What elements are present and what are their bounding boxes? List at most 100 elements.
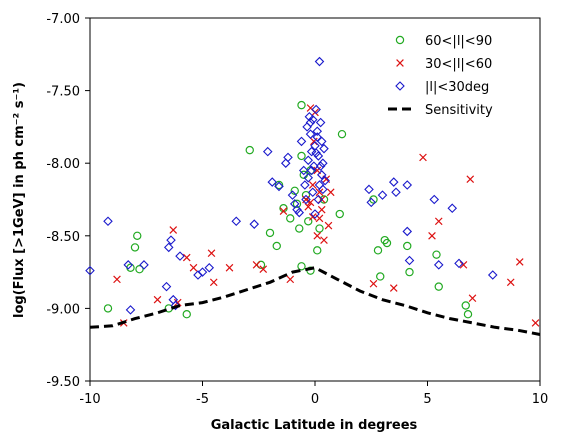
data-point bbox=[161, 281, 172, 292]
x-marker-stroke bbox=[320, 236, 328, 244]
x-marker-stroke bbox=[326, 188, 335, 197]
x-marker-stroke bbox=[279, 207, 288, 215]
x-marker-stroke bbox=[515, 258, 524, 266]
legend-label: 30<|l|<60 bbox=[425, 57, 492, 72]
data-point bbox=[225, 263, 234, 272]
x-axis-title: Galactic Latitude in degrees bbox=[211, 418, 418, 433]
x-marker-stroke bbox=[209, 278, 218, 287]
data-point bbox=[166, 235, 176, 245]
data-marks bbox=[85, 56, 541, 336]
y-axis: -9.50 -9.00 -8.50 -8.00 -7.50 -7.00 bbox=[46, 12, 90, 390]
data-point bbox=[463, 310, 473, 319]
data-point bbox=[298, 165, 309, 176]
x-marker-stroke bbox=[306, 198, 315, 207]
x-marker-stroke bbox=[419, 153, 427, 162]
data-point bbox=[433, 260, 444, 270]
legend-swatch bbox=[395, 81, 405, 91]
data-point bbox=[85, 265, 95, 276]
y-tick-label: -9.50 bbox=[46, 375, 80, 390]
data-point bbox=[297, 151, 306, 161]
data-point bbox=[265, 228, 275, 238]
data-point bbox=[279, 207, 288, 215]
data-point bbox=[103, 216, 113, 227]
data-point bbox=[391, 187, 401, 198]
data-point bbox=[434, 217, 443, 226]
data-point bbox=[287, 190, 298, 200]
data-point bbox=[313, 194, 324, 205]
data-point bbox=[466, 175, 475, 183]
data-point bbox=[173, 298, 182, 307]
data-point bbox=[319, 143, 329, 154]
x-marker-stroke bbox=[317, 205, 326, 214]
data-point bbox=[364, 184, 374, 195]
data-point bbox=[320, 175, 330, 186]
data-point bbox=[182, 253, 191, 262]
data-point bbox=[295, 224, 304, 233]
data-point bbox=[337, 129, 347, 139]
legend-swatch bbox=[395, 35, 405, 45]
x-marker-stroke bbox=[315, 188, 324, 197]
data-point bbox=[315, 224, 324, 233]
data-point bbox=[382, 238, 392, 248]
data-point bbox=[315, 161, 326, 171]
x-marker-stroke bbox=[389, 284, 398, 292]
data-point bbox=[302, 122, 312, 132]
data-point bbox=[461, 301, 470, 310]
data-point bbox=[290, 186, 299, 195]
y-axis-title: log(Flux [>1GeV] in ph cm⁻² s⁻¹) bbox=[12, 82, 27, 318]
data-point bbox=[249, 219, 260, 229]
x-tick-label: 10 bbox=[532, 392, 549, 407]
data-point bbox=[313, 151, 324, 161]
data-point bbox=[169, 226, 178, 234]
series-1 bbox=[113, 104, 540, 327]
data-point bbox=[310, 209, 320, 219]
data-point bbox=[434, 282, 443, 291]
data-point bbox=[312, 126, 323, 137]
x-marker-stroke bbox=[369, 279, 378, 288]
data-point bbox=[311, 148, 321, 158]
data-point bbox=[429, 194, 440, 205]
data-point bbox=[316, 170, 327, 180]
data-point bbox=[402, 180, 413, 190]
x-marker-stroke bbox=[113, 275, 121, 284]
data-point bbox=[175, 251, 185, 261]
data-point bbox=[324, 221, 333, 230]
data-point bbox=[305, 129, 316, 139]
data-point bbox=[301, 194, 311, 205]
data-point bbox=[316, 136, 327, 147]
data-point bbox=[309, 161, 319, 171]
data-point bbox=[303, 172, 314, 183]
x-axis: -10 -5 0 5 10 bbox=[79, 381, 548, 407]
x-marker-stroke bbox=[182, 253, 191, 262]
data-point bbox=[189, 263, 198, 272]
data-point bbox=[313, 231, 322, 240]
data-point bbox=[262, 146, 273, 157]
data-point bbox=[313, 246, 322, 255]
x-marker-stroke bbox=[173, 298, 182, 307]
data-point bbox=[317, 205, 326, 214]
x-marker-stroke bbox=[169, 226, 178, 234]
data-point bbox=[389, 284, 398, 292]
data-point bbox=[428, 231, 436, 240]
data-point bbox=[326, 188, 335, 197]
data-point bbox=[256, 260, 266, 270]
x-marker-stroke bbox=[324, 221, 333, 230]
data-point bbox=[403, 241, 412, 251]
data-point bbox=[468, 294, 477, 303]
data-point bbox=[306, 198, 315, 207]
data-point bbox=[272, 241, 281, 251]
data-point bbox=[300, 180, 310, 190]
x-marker-stroke bbox=[308, 213, 317, 221]
data-point bbox=[506, 278, 515, 287]
data-point bbox=[369, 195, 378, 204]
data-point bbox=[297, 100, 306, 110]
data-point bbox=[376, 272, 385, 281]
data-point bbox=[311, 104, 321, 115]
x-marker-stroke bbox=[531, 319, 540, 327]
data-point bbox=[335, 209, 344, 219]
data-point bbox=[294, 207, 305, 218]
legend-label: |l|<30deg bbox=[425, 80, 489, 95]
x-marker-stroke bbox=[466, 175, 475, 183]
data-point bbox=[318, 184, 328, 195]
legend-swatch bbox=[396, 59, 404, 67]
